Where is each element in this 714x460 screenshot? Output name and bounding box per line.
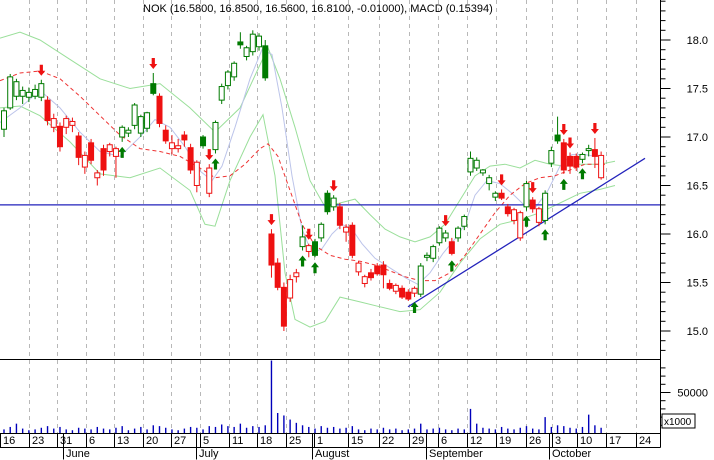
svg-text:June: June [66,448,90,460]
svg-text:20: 20 [146,435,158,447]
buy-arrow-icon [541,229,550,241]
sell-arrow-icon [559,123,568,135]
svg-text:29: 29 [412,435,424,447]
svg-text:17: 17 [609,435,621,447]
svg-text:17.5: 17.5 [687,84,708,96]
buy-arrow-icon [559,178,568,190]
svg-text:16.5: 16.5 [687,181,708,193]
svg-text:25: 25 [289,435,301,447]
svg-text:1: 1 [317,435,323,447]
sell-arrow-icon [441,215,450,227]
chart-title: NOK (16.5800, 16.8500, 16.5600, 16.8100,… [143,3,493,15]
buy-arrow-icon [578,168,587,180]
svg-text:18.0: 18.0 [687,35,708,47]
svg-text:24: 24 [639,435,651,447]
svg-text:18: 18 [260,435,272,447]
svg-text:August: August [315,448,349,460]
date-axis: 16 23 31 6 13 20 27 5 11 18 25 1 15 22 29 6 12 19 26 3 10 17 2… [0,433,651,460]
svg-text:6: 6 [89,435,95,447]
axes-frame [0,0,661,448]
sell-arrow-icon [149,57,158,69]
svg-text:16: 16 [3,435,15,447]
sell-arrow-icon [267,214,276,226]
svg-text:13: 13 [117,435,129,447]
svg-text:19: 19 [499,435,511,447]
sell-arrow-icon [205,149,214,161]
sell-arrow-icon [566,137,575,149]
buy-arrow-icon [311,262,319,274]
sell-arrow-icon [37,64,46,76]
signal-arrows [37,57,599,314]
buy-arrow-icon [410,302,419,314]
svg-text:31: 31 [60,435,72,447]
svg-text:6: 6 [441,435,447,447]
trend-lines [0,157,661,308]
svg-text:5: 5 [203,435,209,447]
sell-arrow-icon [528,182,537,194]
svg-text:26: 26 [529,435,541,447]
buy-arrow-icon [298,255,307,267]
svg-text:27: 27 [174,435,186,447]
svg-text:15.0: 15.0 [687,326,708,338]
svg-text:12: 12 [470,435,482,447]
buy-arrow-icon [211,158,220,170]
svg-text:22: 22 [382,435,394,447]
svg-text:September: September [429,448,483,460]
svg-text:16.0: 16.0 [687,229,708,241]
svg-text:23: 23 [32,435,44,447]
svg-text:10: 10 [580,435,592,447]
svg-text:15: 15 [351,435,363,447]
candles-series [1,30,605,331]
svg-text:11: 11 [232,435,243,447]
svg-text:x1000: x1000 [664,417,692,428]
volume-bars [3,360,602,434]
svg-text:October: October [552,448,591,460]
sell-arrow-icon [590,122,599,134]
svg-text:July: July [199,448,219,460]
buy-arrow-icon [447,260,456,272]
overlay-lines [0,31,616,328]
svg-text:3: 3 [555,435,561,447]
svg-text:17.0: 17.0 [687,132,708,144]
buy-arrow-icon [118,146,127,158]
sell-arrow-icon [497,174,506,186]
sell-arrow-icon [329,180,338,192]
sell-arrow-icon [304,228,313,240]
volume-axis: 50000 [660,367,708,426]
price-axis: 18.0 17.5 17.0 16.5 16.0 15.5 15.0 [660,0,708,351]
buy-arrow-icon [522,215,531,227]
svg-text:15.5: 15.5 [687,278,708,290]
svg-text:50000: 50000 [677,388,708,400]
volume-unit-box: x1000 [661,413,696,429]
